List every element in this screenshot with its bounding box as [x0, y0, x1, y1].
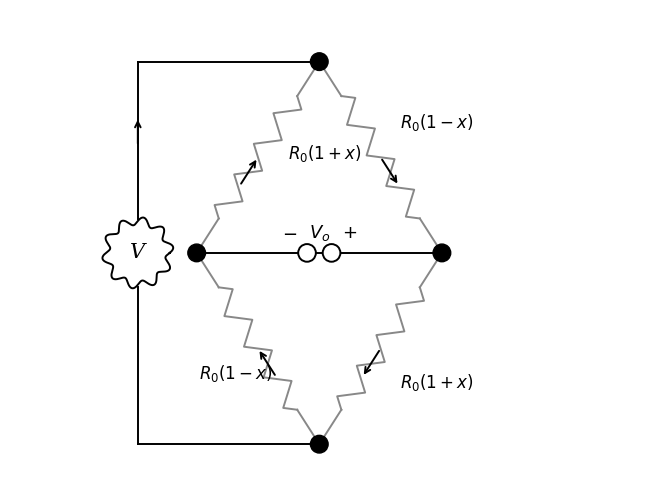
- Polygon shape: [102, 218, 173, 288]
- Text: $R_0(1-x)$: $R_0(1-x)$: [199, 363, 273, 383]
- Text: $V_o$: $V_o$: [309, 223, 330, 243]
- Circle shape: [298, 244, 316, 262]
- Text: $-$: $-$: [282, 224, 297, 242]
- Circle shape: [323, 244, 341, 262]
- Circle shape: [433, 244, 451, 262]
- Circle shape: [188, 244, 206, 262]
- Text: $R_0(1+x)$: $R_0(1+x)$: [288, 143, 361, 164]
- Text: $R_0(1-x)$: $R_0(1-x)$: [400, 113, 474, 133]
- Text: $+$: $+$: [341, 224, 357, 242]
- Circle shape: [311, 435, 328, 453]
- Circle shape: [311, 53, 328, 70]
- Text: V: V: [130, 244, 146, 262]
- Text: $R_0(1+x)$: $R_0(1+x)$: [400, 372, 474, 393]
